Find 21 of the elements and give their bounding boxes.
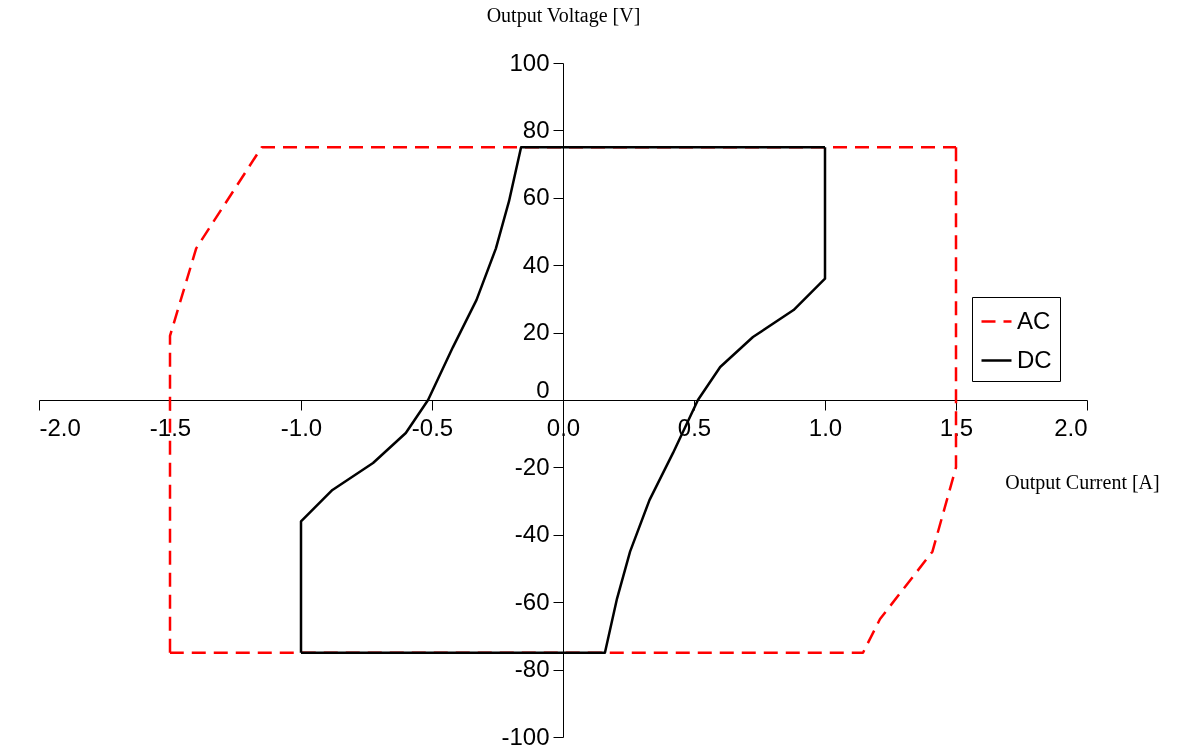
y-tick-label: 100 — [509, 48, 550, 76]
y-tick-label: 40 — [522, 250, 550, 278]
x-tick-label: -1.0 — [280, 413, 323, 441]
y-tick-label: 0 — [536, 375, 550, 403]
y-tick-label: -20 — [514, 452, 550, 480]
x-tick-label: -2.0 — [39, 413, 81, 441]
legend-label: DC — [1017, 345, 1052, 373]
y-tick-label: -60 — [514, 587, 550, 615]
y-tick-label: -80 — [514, 655, 550, 683]
x-tick-label: 2.0 — [1054, 413, 1088, 441]
x-tick-label: 1.0 — [808, 413, 843, 441]
y-tick-label: -100 — [501, 722, 550, 750]
y-tick-label: -40 — [514, 520, 550, 548]
x-axis-title: Output Current [A] — [1005, 470, 1160, 494]
y-axis-title: Output Voltage [V] — [486, 3, 641, 27]
x-tick-label: 1.5 — [939, 413, 974, 441]
y-tick-label: 80 — [522, 115, 550, 143]
legend-label: AC — [1017, 306, 1051, 334]
y-tick-label: 60 — [522, 183, 550, 211]
x-tick-label: -0.5 — [411, 413, 454, 441]
y-tick-label: 20 — [522, 318, 550, 346]
